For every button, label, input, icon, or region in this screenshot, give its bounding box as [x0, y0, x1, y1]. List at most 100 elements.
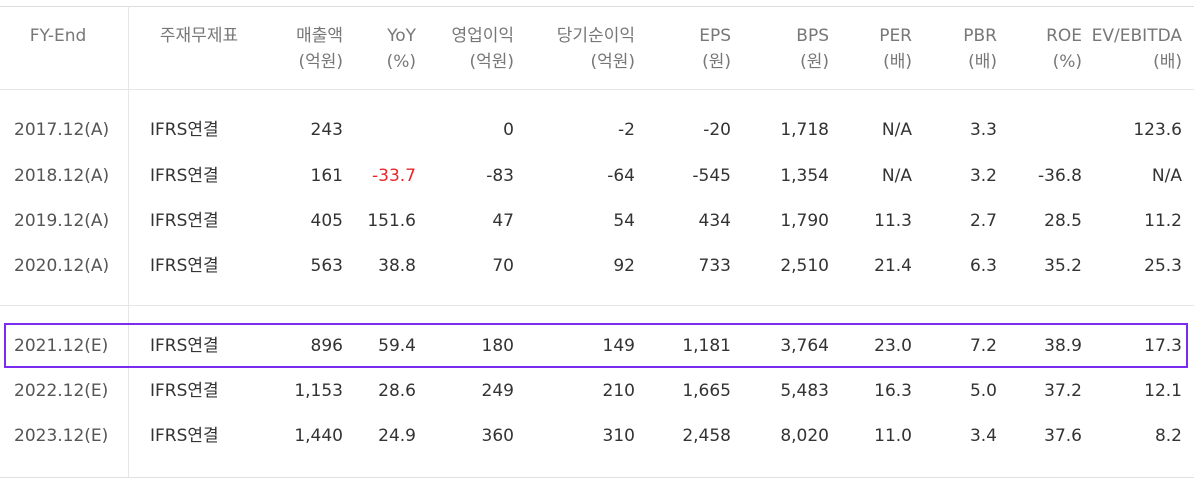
sales-cell: 1,153: [294, 381, 343, 401]
sales-cell: 243: [310, 120, 343, 140]
statement-type-cell: IFRS연결: [150, 336, 219, 356]
yoy-cell: 38.8: [378, 256, 416, 276]
table-row: 2023.12(E) IFRS연결 1,440 24.9 360 310 2,4…: [0, 416, 1194, 456]
statement-type-cell: IFRS연결: [150, 211, 219, 231]
eps-cell: 2,458: [682, 426, 731, 446]
yoy-cell: -33.7: [372, 166, 416, 186]
fy-end-cell: 2017.12(A): [14, 120, 110, 140]
statement-type-cell: IFRS연결: [150, 166, 219, 186]
sales-cell: 896: [310, 336, 343, 356]
ev-ebitda-cell: 12.1: [1144, 381, 1182, 401]
table-bottom-border: [0, 477, 1194, 478]
pbr-cell: 2.7: [969, 211, 997, 231]
bps-cell: 8,020: [780, 426, 829, 446]
roe-cell: 37.6: [1044, 426, 1082, 446]
header-eps: EPS (원): [699, 26, 731, 72]
per-cell: 16.3: [874, 381, 912, 401]
fy-end-cell: 2021.12(E): [14, 336, 109, 356]
roe-cell: 28.5: [1044, 211, 1082, 231]
ev-ebitda-cell: N/A: [1151, 166, 1182, 186]
fy-end-cell: 2022.12(E): [14, 381, 109, 401]
operating-profit-cell: 249: [481, 381, 514, 401]
pbr-cell: 3.2: [969, 166, 997, 186]
pbr-cell: 3.4: [969, 426, 997, 446]
section-divider: [0, 305, 1194, 306]
eps-cell: 1,665: [682, 381, 731, 401]
ev-ebitda-cell: 25.3: [1144, 256, 1182, 276]
ev-ebitda-cell: 8.2: [1154, 426, 1182, 446]
sales-cell: 161: [310, 166, 343, 186]
operating-profit-cell: 70: [492, 256, 514, 276]
eps-cell: 434: [698, 211, 731, 231]
header-operating-profit: 영업이익 (억원): [451, 26, 514, 72]
table-row: 2022.12(E) IFRS연결 1,153 28.6 249 210 1,6…: [0, 371, 1194, 411]
header-per: PER (배): [879, 26, 912, 72]
ev-ebitda-cell: 17.3: [1144, 336, 1182, 356]
net-income-cell: 210: [602, 381, 635, 401]
operating-profit-cell: 47: [492, 211, 514, 231]
per-cell: 23.0: [874, 336, 912, 356]
net-income-cell: 92: [613, 256, 635, 276]
per-cell: N/A: [881, 166, 912, 186]
eps-cell: -545: [692, 166, 731, 186]
yoy-cell: 59.4: [378, 336, 416, 356]
per-cell: 11.0: [874, 426, 912, 446]
table-row-highlighted: 2021.12(E) IFRS연결 896 59.4 180 149 1,181…: [0, 326, 1194, 366]
operating-profit-cell: 360: [481, 426, 514, 446]
per-cell: N/A: [881, 120, 912, 140]
roe-cell: 38.9: [1044, 336, 1082, 356]
fy-end-cell: 2018.12(A): [14, 166, 110, 186]
statement-type-cell: IFRS연결: [150, 426, 219, 446]
net-income-cell: -64: [607, 166, 635, 186]
table-top-border: [0, 6, 1194, 7]
operating-profit-cell: 180: [481, 336, 514, 356]
operating-profit-cell: 0: [503, 120, 514, 140]
pbr-cell: 6.3: [969, 256, 997, 276]
fy-end-cell: 2019.12(A): [14, 211, 110, 231]
header-main-statement: 주재무제표: [159, 26, 239, 46]
per-cell: 21.4: [874, 256, 912, 276]
table-row: 2017.12(A) IFRS연결 243 0 -2 -20 1,718 N/A…: [0, 110, 1194, 150]
pbr-cell: 7.2: [969, 336, 997, 356]
net-income-cell: 54: [613, 211, 635, 231]
yoy-cell: 151.6: [367, 211, 416, 231]
yoy-cell: 28.6: [378, 381, 416, 401]
header-roe: ROE (%): [1046, 26, 1082, 72]
per-cell: 11.3: [874, 211, 912, 231]
fy-end-cell: 2020.12(A): [14, 256, 110, 276]
net-income-cell: 149: [602, 336, 635, 356]
column-divider: [128, 6, 129, 478]
bps-cell: 1,718: [780, 120, 829, 140]
eps-cell: -20: [703, 120, 731, 140]
header-fy-end: FY-End: [29, 26, 87, 46]
operating-profit-cell: -83: [486, 166, 514, 186]
fy-end-cell: 2023.12(E): [14, 426, 109, 446]
eps-cell: 733: [698, 256, 731, 276]
net-income-cell: -2: [618, 120, 635, 140]
sales-cell: 1,440: [294, 426, 343, 446]
header-ev-ebitda: EV/EBITDA (배): [1091, 26, 1182, 72]
statement-type-cell: IFRS연결: [150, 256, 219, 276]
header-bps: BPS (원): [796, 26, 829, 72]
eps-cell: 1,181: [682, 336, 731, 356]
sales-cell: 563: [310, 256, 343, 276]
bps-cell: 5,483: [780, 381, 829, 401]
table-row: 2020.12(A) IFRS연결 563 38.8 70 92 733 2,5…: [0, 246, 1194, 286]
roe-cell: -36.8: [1038, 166, 1082, 186]
header-pbr: PBR (배): [963, 26, 997, 72]
header-net-income: 당기순이익 (억원): [556, 26, 635, 72]
yoy-cell: 24.9: [378, 426, 416, 446]
header-divider: [0, 89, 1194, 90]
statement-type-cell: IFRS연결: [150, 120, 219, 140]
bps-cell: 3,764: [780, 336, 829, 356]
header-sales: 매출액 (억원): [296, 26, 343, 72]
net-income-cell: 310: [602, 426, 635, 446]
roe-cell: 35.2: [1044, 256, 1082, 276]
sales-cell: 405: [310, 211, 343, 231]
bps-cell: 1,354: [780, 166, 829, 186]
highlight-box: [4, 323, 1188, 368]
table-row: 2018.12(A) IFRS연결 161 -33.7 -83 -64 -545…: [0, 156, 1194, 196]
statement-type-cell: IFRS연결: [150, 381, 219, 401]
ev-ebitda-cell: 123.6: [1133, 120, 1182, 140]
